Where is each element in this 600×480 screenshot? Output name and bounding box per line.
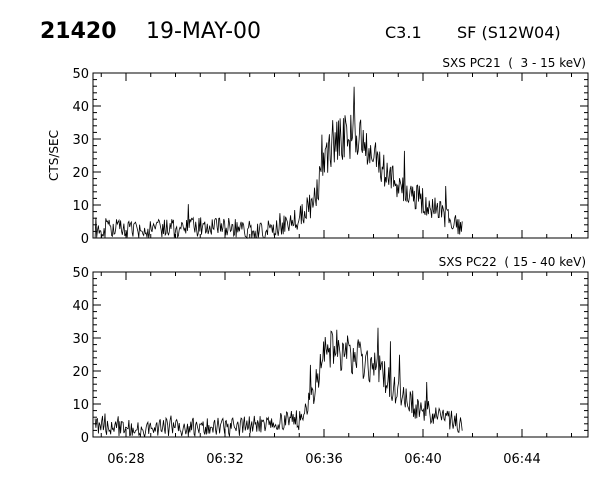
y-tick-label: 10 [72, 398, 89, 413]
y-tick-label: 40 [72, 100, 89, 115]
x-tick-label: 06:40 [404, 452, 441, 467]
y-tick-label: 50 [72, 67, 89, 82]
x-tick-label: 06:28 [107, 452, 144, 467]
flare-location: SF (S12W04) [457, 23, 561, 42]
y-tick-label: 20 [72, 365, 89, 380]
panel-pc21: 0 10 20 30 40 50 SXS PC21 ( 3 - 15 keV) CTS/SEC [47, 56, 589, 247]
panel-title: SXS PC21 ( 3 - 15 keV) [442, 56, 586, 70]
panel-title: SXS PC22 ( 15 - 40 keV) [439, 255, 586, 269]
y-axis-title: CTS/SEC [47, 130, 61, 181]
flare-class: C3.1 [385, 23, 422, 42]
series-line [94, 327, 463, 438]
plot-frame [92, 271, 589, 438]
x-tick-label: 06:36 [305, 452, 342, 467]
event-date: 19-MAY-00 [146, 19, 261, 44]
y-tick-label: 0 [81, 431, 89, 446]
plot-frame [92, 72, 589, 239]
series-line [94, 86, 463, 240]
y-tick-label: 30 [72, 133, 89, 148]
x-tick-label: 06:44 [503, 452, 540, 467]
y-tick-label: 10 [72, 199, 89, 214]
x-tick-label: 06:32 [206, 452, 243, 467]
y-tick-label: 40 [72, 299, 89, 314]
y-tick-label: 30 [72, 332, 89, 347]
y-tick-label: 0 [81, 232, 89, 247]
event-number: 21420 [40, 19, 117, 44]
y-tick-label: 50 [72, 266, 89, 281]
y-tick-label: 20 [72, 166, 89, 181]
panel-pc22: 0 10 20 30 40 50 06:28 06:32 06:36 06:40 06:44 SXS … [72, 255, 589, 467]
